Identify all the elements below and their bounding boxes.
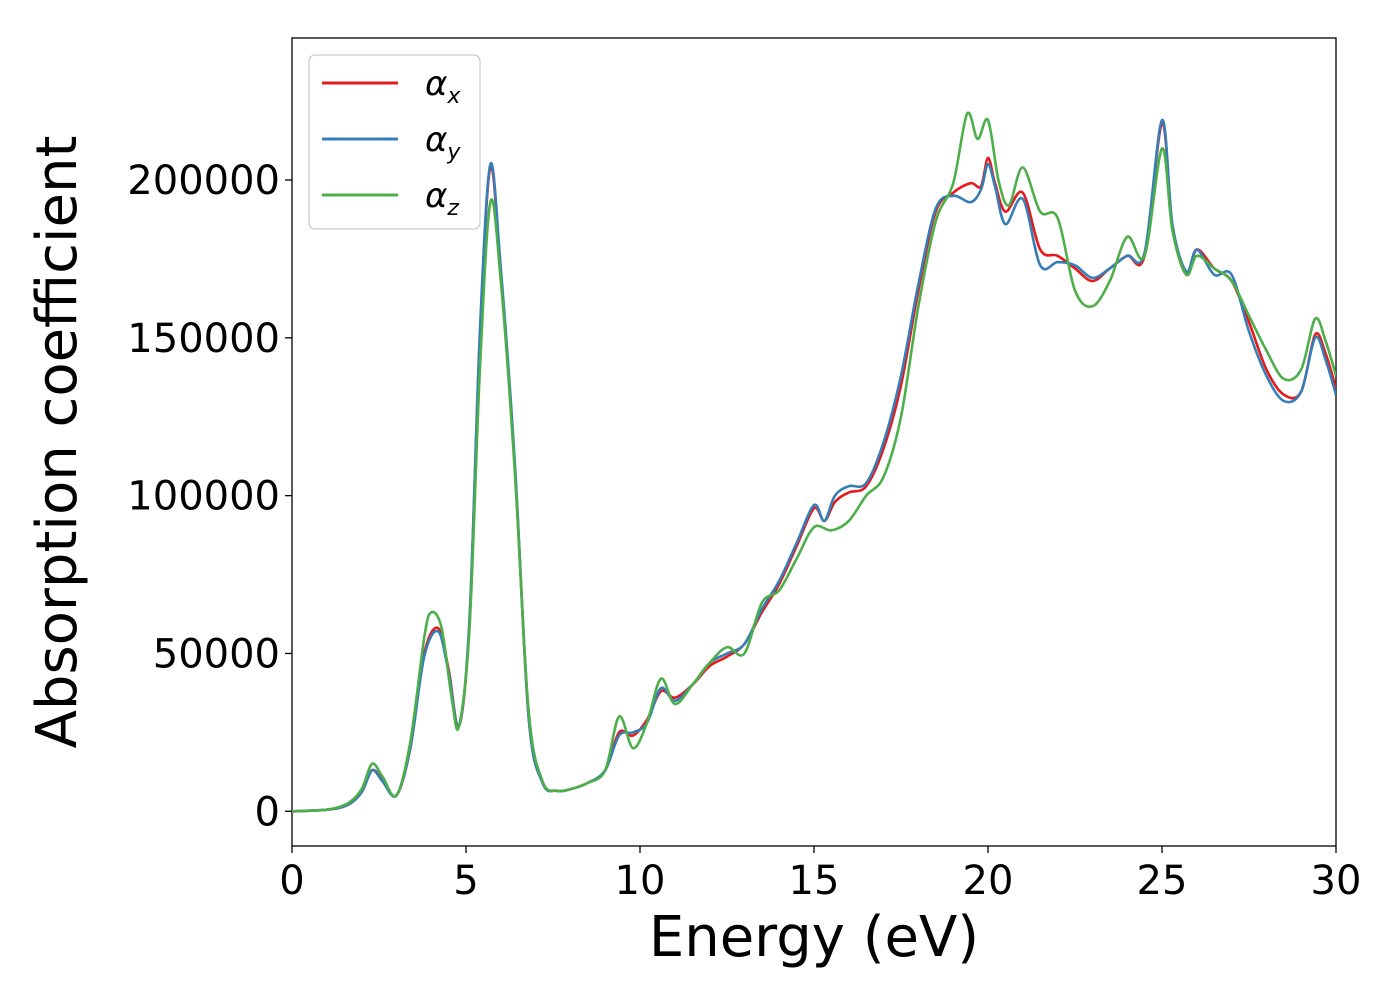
x-tick-label: 0 bbox=[279, 858, 304, 904]
legend-label-z: αz bbox=[425, 176, 459, 221]
y-axis-title: Absorption coefficient bbox=[25, 136, 90, 749]
legend: αx αy αz bbox=[308, 54, 481, 230]
legend-label-x: αx bbox=[425, 64, 461, 109]
y-tick-label: 150000 bbox=[127, 316, 280, 362]
series-line-alpha-z bbox=[292, 111, 1336, 813]
x-tick-label: 15 bbox=[789, 858, 840, 904]
y-tick-label: 50000 bbox=[153, 631, 280, 677]
y-ticks: 0 50000 100000 150000 200000 bbox=[127, 158, 292, 835]
x-tick-label: 10 bbox=[615, 858, 666, 904]
y-tick-label: 100000 bbox=[127, 474, 280, 520]
x-axis-title: Energy (eV) bbox=[649, 905, 979, 970]
series-group bbox=[292, 111, 1336, 813]
legend-label-y: αy bbox=[425, 120, 461, 165]
x-tick-label: 30 bbox=[1311, 858, 1362, 904]
x-ticks: 0 5 10 15 20 25 30 bbox=[279, 846, 1361, 904]
y-tick-label: 0 bbox=[255, 789, 280, 835]
x-tick-label: 5 bbox=[453, 858, 478, 904]
y-tick-label: 200000 bbox=[127, 158, 280, 204]
legend-box bbox=[308, 54, 481, 230]
x-tick-label: 20 bbox=[963, 858, 1014, 904]
x-tick-label: 25 bbox=[1137, 858, 1188, 904]
